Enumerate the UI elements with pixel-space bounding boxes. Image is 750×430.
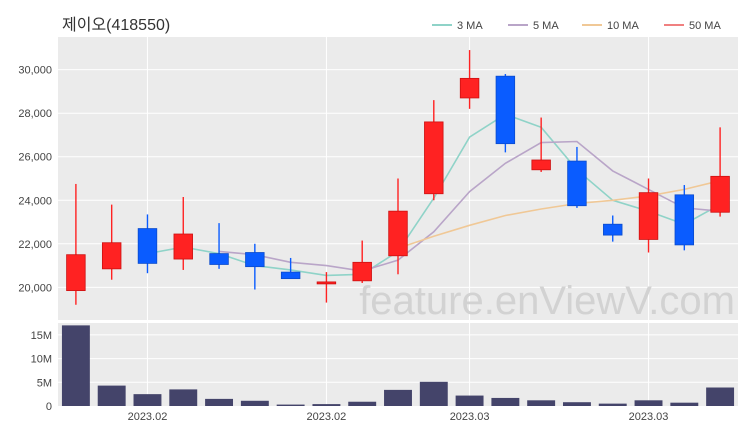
candle [638, 178, 659, 253]
volume-bar [491, 397, 520, 406]
candle [567, 146, 587, 208]
volume-gridlines [58, 323, 738, 406]
candle-body [603, 223, 623, 236]
candle-body [66, 254, 86, 292]
candle [603, 215, 623, 242]
volume-bar [562, 402, 591, 406]
legend-item-ma50[interactable]: 50 MA [664, 20, 721, 32]
volume-bar [384, 389, 412, 406]
volume-bar [455, 395, 484, 406]
legend-item-ma3[interactable]: 3 MA [432, 20, 483, 32]
candle-body [173, 233, 193, 260]
legend-label-ma10: 10 MA [607, 20, 639, 32]
price-tick-label: 30,000 [18, 65, 52, 77]
volume-bar [598, 403, 627, 406]
candle [209, 223, 229, 269]
candle [173, 197, 193, 270]
legend-label-ma5: 5 MA [533, 20, 559, 32]
ma10-line [397, 179, 721, 249]
volume-bar [240, 400, 269, 406]
candle-body [388, 210, 408, 257]
x-tick-label: 2023.03 [450, 411, 490, 423]
volume-bar [312, 404, 341, 406]
candle-body [674, 194, 695, 246]
legend-label-ma50: 50 MA [689, 20, 721, 32]
legend-item-ma5[interactable]: 5 MA [508, 20, 559, 32]
candle [316, 272, 337, 303]
candle-body [137, 228, 158, 264]
candle [66, 183, 86, 305]
volume-tick-label: 15M [31, 330, 52, 342]
candle-body [209, 253, 229, 265]
ma5-line [219, 140, 721, 272]
candle-body [316, 281, 337, 285]
volume-bar [527, 400, 556, 406]
x-axis: 2023.02 2023.02 2023.03 2023.03 [128, 411, 669, 423]
legend: 3 MA 5 MA 10 MA 50 MA [432, 20, 721, 32]
price-tick-label: 28,000 [18, 108, 52, 120]
candle-body [459, 77, 480, 99]
candle [424, 100, 444, 201]
volume-tick-label: 0 [46, 401, 52, 413]
volume-tick-label: 10M [31, 354, 52, 366]
volume-bar [169, 389, 198, 406]
legend-label-ma3: 3 MA [457, 20, 483, 32]
price-tick-label: 24,000 [18, 195, 52, 207]
candle-body [531, 159, 551, 171]
candle-body [352, 261, 372, 282]
volume-bar [348, 401, 377, 406]
chart-title: 제이오(418550) [62, 16, 170, 34]
price-tick-label: 26,000 [18, 152, 52, 164]
watermark: feature.enViewV.com [359, 279, 735, 323]
candle [495, 74, 516, 153]
candle [459, 50, 480, 109]
price-axis: 20,000 22,000 24,000 26,000 28,000 30,000 [18, 65, 52, 295]
volume-bar [61, 325, 90, 406]
x-tick-label: 2023.02 [307, 411, 347, 423]
candle [245, 243, 265, 290]
volume-bar [205, 398, 234, 406]
candle [101, 204, 122, 280]
volume-bar [276, 404, 305, 406]
price-tick-label: 22,000 [18, 239, 52, 251]
volume-bar [634, 400, 663, 406]
x-tick-label: 2023.02 [128, 411, 168, 423]
candlesticks [66, 50, 730, 305]
candle-body [710, 175, 730, 213]
volume-bar [670, 402, 699, 406]
candle-body [567, 160, 587, 207]
candle-body [495, 75, 516, 145]
candle [280, 257, 301, 280]
legend-item-ma10[interactable]: 10 MA [582, 20, 639, 32]
candle [710, 127, 730, 217]
volume-bar [133, 394, 162, 406]
price-tick-label: 20,000 [18, 282, 52, 294]
candle [388, 178, 408, 275]
candle-body [280, 271, 301, 280]
volume-bars [61, 325, 735, 406]
candle-body [245, 252, 265, 268]
volume-axis: 0 5M 10M 15M [31, 330, 52, 413]
candle-body [638, 192, 659, 240]
volume-tick-label: 5M [37, 377, 52, 389]
candle [352, 240, 372, 283]
candle [674, 185, 695, 251]
candle-body [424, 121, 444, 195]
candle [531, 117, 551, 172]
volume-bar [97, 385, 126, 406]
x-tick-label: 2023.03 [629, 411, 669, 423]
volume-bar [419, 381, 448, 406]
candle [137, 214, 158, 274]
volume-bar [706, 387, 735, 406]
candle-body [101, 242, 122, 270]
